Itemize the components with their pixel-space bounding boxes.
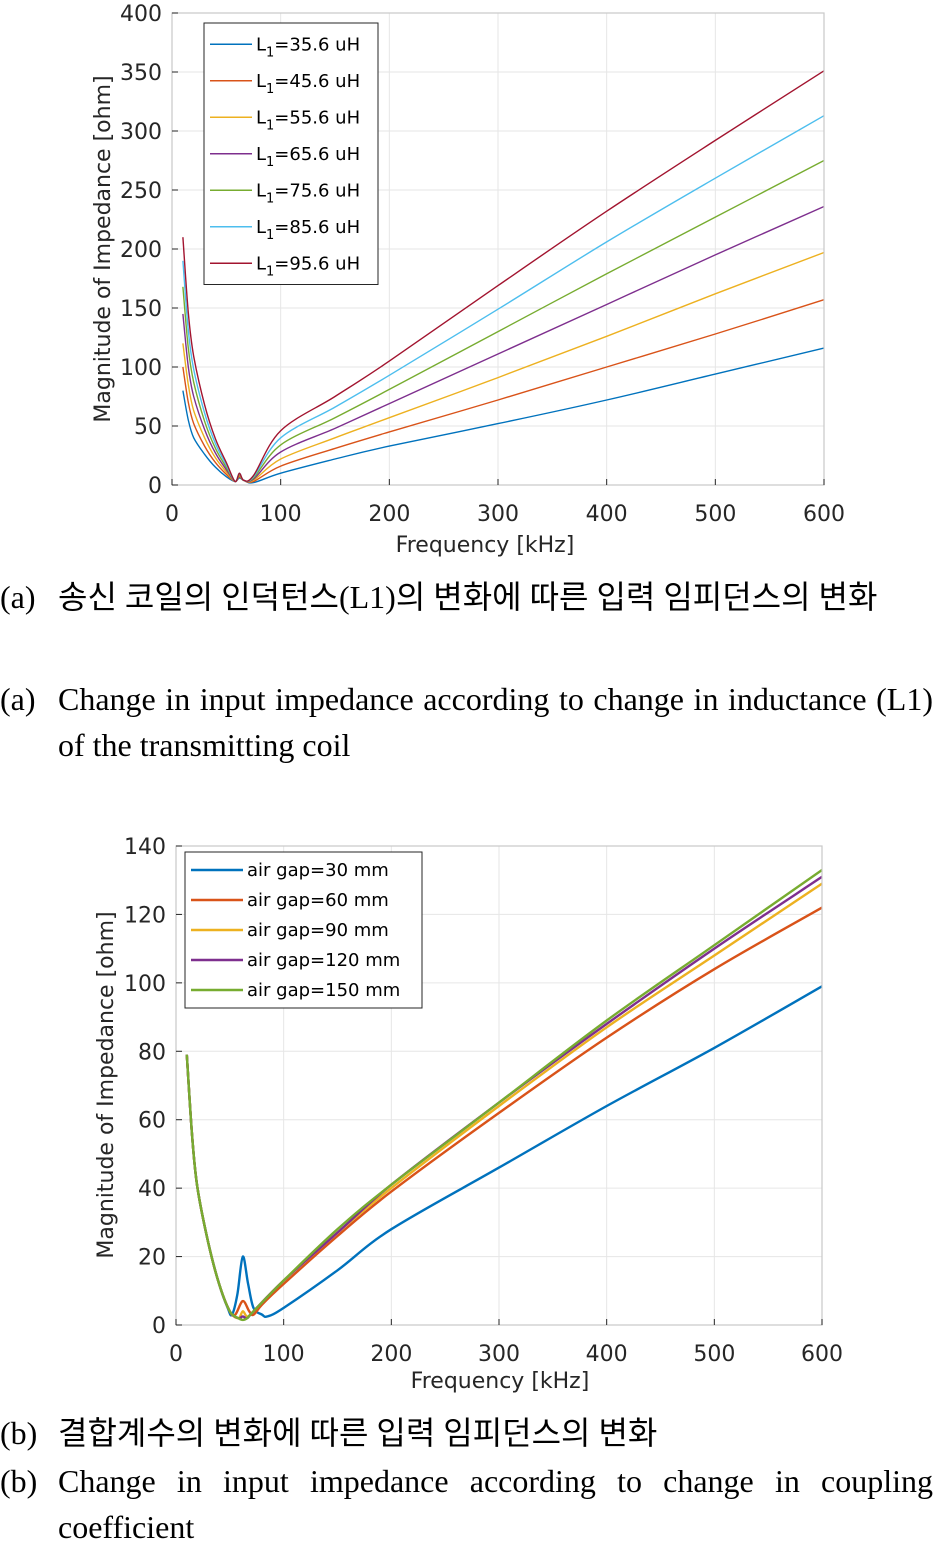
y-tick-label: 60	[138, 1109, 166, 1134]
y-tick-label: 50	[134, 415, 162, 440]
y-tick-label: 300	[120, 120, 162, 145]
x-tick-label: 400	[586, 1342, 628, 1367]
legend-label: L1=35.6 uH	[256, 34, 360, 60]
legend-label: L1=55.6 uH	[256, 107, 360, 133]
y-tick-label: 250	[120, 179, 162, 204]
caption-text: Change in input impedance according to c…	[58, 681, 933, 763]
y-tick-label: 20	[138, 1246, 166, 1271]
caption-a-korean: (a) 송신 코일의 인덕턴스(L1)의 변화에 따른 입력 임피던스의 변화	[0, 574, 935, 666]
x-tick-label: 100	[260, 502, 302, 527]
y-tick-label: 100	[120, 356, 162, 381]
series-line	[182, 70, 825, 483]
x-tick-label: 200	[368, 502, 410, 527]
y-tick-label: 400	[120, 2, 162, 27]
legend-label: air gap=120 mm	[247, 950, 400, 971]
x-tick-label: 200	[370, 1342, 412, 1367]
legend: air gap=30 mm air gap=60 mm air gap=90 mm a…	[184, 851, 423, 1009]
y-tick-label: 100	[124, 972, 166, 997]
y-tick-label: 0	[152, 1314, 166, 1339]
y-tick-label: 40	[138, 1177, 166, 1202]
x-tick-label: 600	[803, 502, 845, 527]
legend-label: air gap=30 mm	[247, 860, 389, 881]
x-tick-label: 0	[169, 1342, 183, 1367]
series-group	[182, 70, 825, 484]
y-tick-label: 120	[124, 903, 166, 928]
legend-label: L1=45.6 uH	[256, 71, 360, 97]
x-axis-label: Frequency [kHz]	[411, 1369, 590, 1394]
y-tick-label: 350	[120, 61, 162, 86]
caption-text: Change in input impedance according to c…	[58, 1463, 933, 1545]
x-tick-label: 500	[694, 502, 736, 527]
x-axis-label: Frequency [kHz]	[396, 533, 575, 558]
x-tick-label: 400	[586, 502, 628, 527]
y-tick-label: 0	[148, 474, 162, 499]
legend-label: L1=95.6 uH	[256, 253, 360, 279]
y-axis-label: Magnitude of Impedance [ohm]	[94, 911, 119, 1258]
caption-b-korean: (b) 결합계수의 변화에 따른 입력 임피던스의 변화	[0, 1410, 935, 1456]
ticks: 0 100 200 300 400 500 600 0 50 100 150 200 250 300 350…	[120, 2, 845, 527]
y-tick-label: 80	[138, 1040, 166, 1065]
legend-label: air gap=60 mm	[247, 890, 389, 911]
legend-label: air gap=90 mm	[247, 920, 389, 941]
y-tick-label: 200	[120, 238, 162, 263]
x-tick-label: 600	[801, 1342, 843, 1367]
chart-a: 0 100 200 300 400 500 600 0 50 100 150 200 250 300 350…	[91, 2, 845, 558]
legend-label: air gap=150 mm	[247, 980, 400, 1001]
caption-a-english: (a) Change in input impedance according …	[0, 676, 935, 768]
legend-label: L1=65.6 uH	[256, 144, 360, 170]
y-axis-label: Magnitude of Impedance [ohm]	[91, 75, 116, 422]
legend: L1=35.6 uH L1=45.6 uH L1=55.6 uH L1=65.6 uH…	[203, 22, 379, 285]
caption-label: (a)	[0, 579, 36, 615]
x-tick-label: 300	[478, 1342, 520, 1367]
caption-label: (a)	[0, 681, 36, 717]
x-tick-label: 0	[165, 502, 179, 527]
x-tick-label: 100	[263, 1342, 305, 1367]
y-tick-label: 140	[124, 835, 166, 860]
caption-b-english: (b) Change in input impedance according …	[0, 1458, 935, 1550]
chart-b: 0 100 200 300 400 500 600 0 20 40 60 80 100 120 140 Fr…	[94, 835, 843, 1394]
legend-label: L1=85.6 uH	[256, 217, 360, 243]
x-tick-label: 300	[477, 502, 519, 527]
legend-label: L1=75.6 uH	[256, 180, 360, 206]
series-line	[185, 869, 823, 1322]
x-tick-label: 500	[693, 1342, 735, 1367]
caption-label: (b)	[0, 1463, 38, 1499]
y-tick-label: 150	[120, 297, 162, 322]
caption-label: (b)	[0, 1415, 38, 1451]
series-group	[185, 869, 823, 1322]
caption-text: 결합계수의 변화에 따른 입력 임피던스의 변화	[58, 1415, 658, 1451]
caption-text: 송신 코일의 인덕턴스(L1)의 변화에 따른 입력 임피던스의 변화	[58, 579, 878, 615]
ticks: 0 100 200 300 400 500 600 0 20 40 60 80 100 120 140	[124, 835, 843, 1367]
